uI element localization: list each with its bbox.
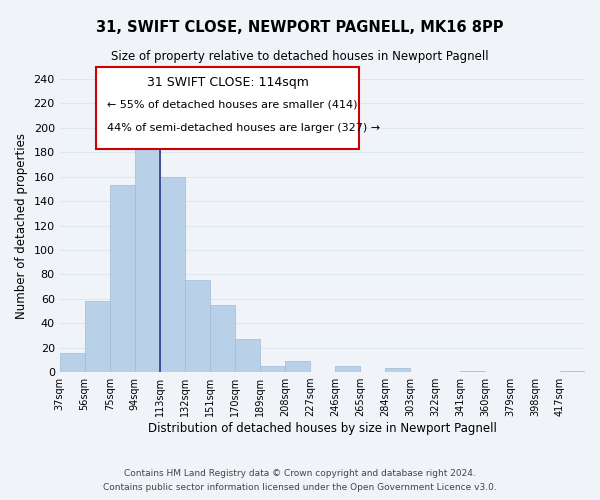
Text: Contains public sector information licensed under the Open Government Licence v3: Contains public sector information licen… [103, 484, 497, 492]
Bar [560, 371, 585, 372]
FancyBboxPatch shape [97, 68, 359, 150]
Bar [85, 302, 110, 372]
Bar [185, 280, 210, 372]
Text: ← 55% of detached houses are smaller (414): ← 55% of detached houses are smaller (41… [107, 100, 358, 110]
Bar [460, 371, 485, 372]
Bar [210, 305, 235, 372]
Bar [160, 176, 185, 372]
Bar [135, 145, 160, 372]
Y-axis label: Number of detached properties: Number of detached properties [15, 132, 28, 318]
Text: Contains HM Land Registry data © Crown copyright and database right 2024.: Contains HM Land Registry data © Crown c… [124, 468, 476, 477]
Text: 31, SWIFT CLOSE, NEWPORT PAGNELL, MK16 8PP: 31, SWIFT CLOSE, NEWPORT PAGNELL, MK16 8… [96, 20, 504, 35]
X-axis label: Distribution of detached houses by size in Newport Pagnell: Distribution of detached houses by size … [148, 422, 497, 435]
Bar [335, 366, 360, 372]
Bar [235, 339, 260, 372]
Bar [285, 361, 310, 372]
Bar [110, 185, 135, 372]
Bar [385, 368, 410, 372]
Bar [260, 366, 285, 372]
Text: 44% of semi-detached houses are larger (327) →: 44% of semi-detached houses are larger (… [107, 123, 380, 133]
Bar [59, 352, 85, 372]
Text: 31 SWIFT CLOSE: 114sqm: 31 SWIFT CLOSE: 114sqm [147, 76, 309, 89]
Text: Size of property relative to detached houses in Newport Pagnell: Size of property relative to detached ho… [111, 50, 489, 63]
